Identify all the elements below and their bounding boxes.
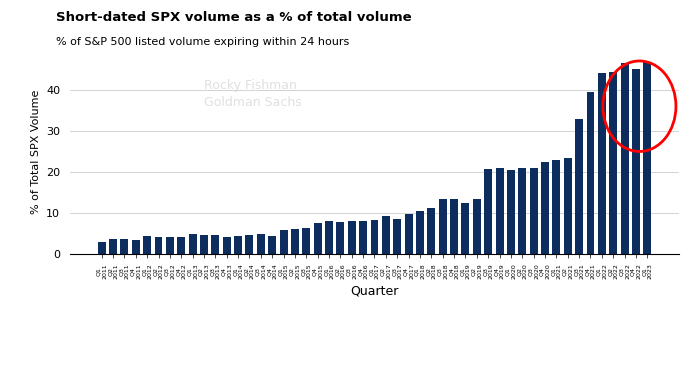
- Text: Short-dated SPX volume as a % of total volume: Short-dated SPX volume as a % of total v…: [56, 11, 412, 24]
- Text: Rocky Fishman: Rocky Fishman: [204, 80, 297, 92]
- Bar: [257, 234, 265, 254]
- Bar: [314, 224, 321, 254]
- Bar: [450, 199, 458, 254]
- Bar: [291, 229, 299, 254]
- Bar: [234, 236, 242, 254]
- Bar: [496, 168, 503, 254]
- Bar: [621, 63, 629, 254]
- Bar: [188, 234, 197, 254]
- Bar: [223, 237, 231, 254]
- Bar: [359, 221, 367, 254]
- Bar: [200, 235, 208, 254]
- Bar: [507, 170, 515, 254]
- Text: % of S&P 500 listed volume expiring within 24 hours: % of S&P 500 listed volume expiring with…: [56, 37, 349, 47]
- Bar: [484, 169, 492, 254]
- Bar: [587, 92, 594, 254]
- Bar: [393, 219, 401, 254]
- Bar: [109, 239, 117, 254]
- Bar: [632, 69, 640, 254]
- Bar: [370, 220, 379, 254]
- Bar: [552, 160, 561, 254]
- Bar: [132, 240, 140, 254]
- Bar: [439, 199, 447, 254]
- Bar: [268, 236, 277, 254]
- X-axis label: Quarter: Quarter: [350, 285, 399, 298]
- Bar: [473, 199, 481, 254]
- Bar: [279, 230, 288, 254]
- Bar: [382, 216, 390, 254]
- Bar: [177, 237, 186, 254]
- Bar: [246, 234, 253, 254]
- Bar: [461, 203, 470, 254]
- Bar: [302, 227, 310, 254]
- Bar: [211, 235, 219, 254]
- Bar: [405, 214, 412, 254]
- Bar: [575, 119, 583, 254]
- Bar: [348, 221, 356, 254]
- Bar: [530, 168, 538, 254]
- Bar: [98, 242, 106, 254]
- Bar: [337, 222, 344, 254]
- Bar: [564, 158, 572, 254]
- Bar: [609, 72, 617, 254]
- Bar: [598, 73, 606, 254]
- Y-axis label: % of Total SPX Volume: % of Total SPX Volume: [31, 89, 41, 214]
- Bar: [518, 168, 526, 254]
- Bar: [155, 237, 162, 254]
- Bar: [416, 211, 424, 254]
- Bar: [120, 239, 128, 254]
- Text: Goldman Sachs: Goldman Sachs: [204, 96, 302, 109]
- Bar: [166, 237, 174, 254]
- Bar: [325, 221, 333, 254]
- Bar: [428, 208, 435, 254]
- Bar: [144, 236, 151, 254]
- Bar: [541, 162, 549, 254]
- Bar: [643, 62, 651, 254]
